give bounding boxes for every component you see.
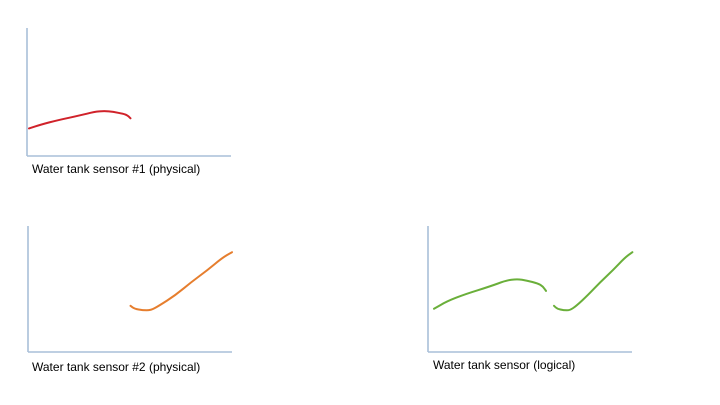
logical-sensor-curve (433, 251, 634, 312)
sensor-2-panel: Water tank sensor #2 (physical) (20, 218, 235, 383)
sensor-2-caption: Water tank sensor #2 (physical) (32, 360, 201, 374)
sensor-2-curve (129, 251, 233, 312)
logical-sensor-caption: Water tank sensor (logical) (433, 358, 576, 372)
sensor-curve-segment (129, 251, 233, 312)
sensor-2-plot (27, 226, 233, 353)
logical-sensor-plot (427, 226, 634, 353)
sensor-curve-segment (28, 110, 132, 130)
logical-sensor-panel: Water tank sensor (logical) (420, 218, 635, 383)
sensor-1-curve (28, 110, 132, 130)
sensor-1-plot (26, 28, 231, 157)
sensor-1-panel: Water tank sensor #1 (physical) (20, 20, 235, 185)
sensor-1-caption: Water tank sensor #1 (physical) (32, 162, 201, 176)
sensor-curve-segment (433, 278, 547, 310)
sensor-curve-segment (553, 251, 634, 312)
